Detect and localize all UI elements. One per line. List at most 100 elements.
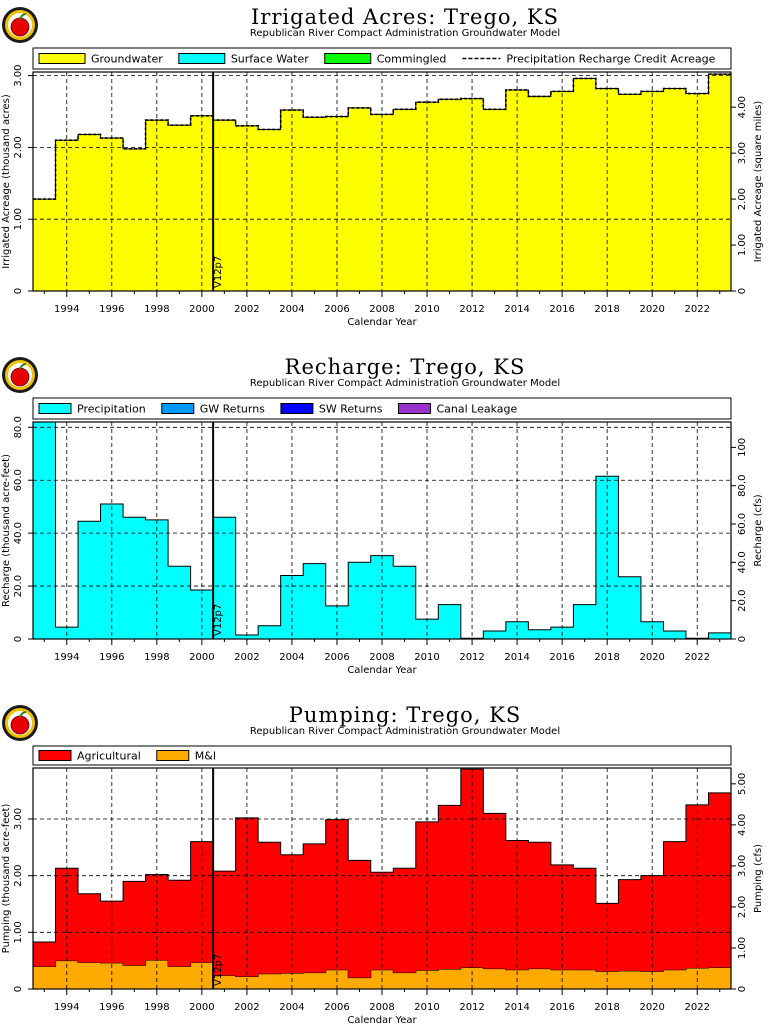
legend-swatch	[156, 750, 190, 761]
area-groundwater	[33, 74, 731, 291]
x-tick-label: 2002	[234, 304, 259, 315]
x-tick-label: 1994	[54, 304, 79, 315]
legend-swatch	[324, 53, 372, 64]
x-tick-label: 2018	[594, 1002, 619, 1013]
y-right-tick-label: 20.0	[737, 590, 748, 612]
y-axis-label-right: Recharge (cfs)	[753, 494, 764, 566]
y-right-tick-label: 1.00	[737, 234, 748, 256]
x-tick-label: 2000	[189, 1002, 214, 1013]
y-axis-label: Pumping (thousand acre-feet)	[1, 804, 12, 954]
y-axis-label-right: Pumping (cfs)	[753, 844, 764, 913]
x-tick-label: 2000	[189, 304, 214, 315]
logo-apple	[10, 17, 30, 37]
legend-swatch	[280, 403, 314, 414]
legend-label: Commingled	[377, 53, 447, 66]
x-tick-label: 2002	[234, 1002, 259, 1013]
chart-title: Pumping: Trego, KS	[289, 703, 521, 727]
x-tick-label: 2014	[504, 1002, 529, 1013]
x-axis-label: Calendar Year	[347, 317, 417, 328]
logo-leaf	[19, 363, 27, 370]
x-tick-label: 2006	[324, 652, 349, 663]
logo-apple	[10, 715, 30, 735]
legend-swatch	[178, 53, 226, 64]
y-right-tick-label: 4.00	[737, 96, 748, 118]
y-right-tick-label: 0	[737, 636, 748, 642]
chart-title: Recharge: Trego, KS	[285, 355, 526, 379]
chart-subtitle: Republican River Compact Administration …	[250, 378, 560, 389]
legend-label: GW Returns	[200, 403, 265, 416]
y-right-tick-label: 40.0	[737, 551, 748, 573]
x-tick-label: 2004	[279, 1002, 304, 1013]
y-right-tick-label: 80.0	[737, 475, 748, 497]
y-right-tick-label: 2.00	[737, 896, 748, 918]
y-right-tick-label: 4.00	[737, 814, 748, 836]
legend-swatch	[38, 750, 72, 761]
area-precipitation	[33, 422, 731, 639]
y-axis-label: Recharge (thousand acre-feet)	[1, 454, 12, 607]
y-right-tick-label: 0	[737, 986, 748, 992]
y-right-tick-label: 5.00	[737, 773, 748, 795]
legend-box	[32, 397, 732, 420]
x-tick-label: 2022	[684, 304, 709, 315]
y-axis-label-right: Irrigated Acreage (square miles)	[753, 101, 764, 263]
x-tick-label: 1998	[144, 1002, 169, 1013]
y-tick-label: 0	[13, 636, 24, 642]
y-right-tick-label: 2.00	[737, 188, 748, 210]
x-tick-label: 1998	[144, 304, 169, 315]
y-tick-label: 0	[13, 288, 24, 294]
x-tick-label: 2016	[549, 652, 574, 663]
y-tick-label: 80.0	[13, 416, 24, 438]
x-tick-label: 1994	[54, 1002, 79, 1013]
apple-logo-icon	[2, 357, 38, 393]
legend-label: Precipitation	[77, 403, 146, 416]
y-right-tick-label: 3.00	[737, 855, 748, 877]
y-right-tick-label: 0	[737, 288, 748, 294]
legend-label: Canal Leakage	[437, 403, 518, 416]
chart-subtitle: Republican River Compact Administration …	[250, 726, 560, 737]
legend-swatch	[161, 403, 195, 414]
x-tick-label: 2022	[684, 652, 709, 663]
y-tick-label: 3.00	[13, 64, 24, 86]
x-tick-label: 2006	[324, 304, 349, 315]
x-tick-label: 2004	[279, 652, 304, 663]
legend-label: Groundwater	[91, 53, 163, 66]
apple-logo-icon	[2, 705, 38, 741]
chart-title: Irrigated Acres: Trego, KS	[251, 5, 559, 29]
y-tick-label: 3.00	[13, 808, 24, 830]
x-tick-label: 2020	[639, 304, 664, 315]
x-tick-label: 1996	[99, 652, 124, 663]
chart-subtitle: Republican River Compact Administration …	[250, 28, 560, 39]
y-right-tick-label: 100	[737, 438, 748, 457]
y-right-tick-label: 3.00	[737, 142, 748, 164]
legend-label: M&I	[195, 750, 216, 763]
x-tick-label: 2014	[504, 304, 529, 315]
x-tick-label: 2008	[369, 652, 394, 663]
x-tick-label: 2018	[594, 652, 619, 663]
x-tick-label: 2020	[639, 652, 664, 663]
x-tick-label: 2016	[549, 1002, 574, 1013]
legend-swatch	[38, 403, 72, 414]
x-tick-label: 2008	[369, 1002, 394, 1013]
version-marker-label: V12p7	[213, 954, 224, 986]
x-tick-label: 2022	[684, 1002, 709, 1013]
y-tick-label: 1.00	[13, 208, 24, 230]
logo-leaf	[19, 13, 27, 20]
legend-label: Surface Water	[231, 53, 309, 66]
logo-leaf	[19, 711, 27, 718]
x-tick-label: 2010	[414, 1002, 439, 1013]
legend-label: Agricultural	[77, 750, 141, 763]
logo-apple	[10, 367, 30, 387]
x-tick-label: 2010	[414, 652, 439, 663]
x-tick-label: 2018	[594, 304, 619, 315]
y-tick-label: 2.00	[13, 136, 24, 158]
apple-logo-icon	[2, 7, 38, 43]
x-tick-label: 2016	[549, 304, 574, 315]
legend-box	[32, 745, 732, 766]
version-marker-label: V12p7	[213, 256, 224, 288]
area-outline	[33, 768, 731, 943]
x-tick-label: 1994	[54, 652, 79, 663]
x-tick-label: 2020	[639, 1002, 664, 1013]
x-tick-label: 2014	[504, 652, 529, 663]
